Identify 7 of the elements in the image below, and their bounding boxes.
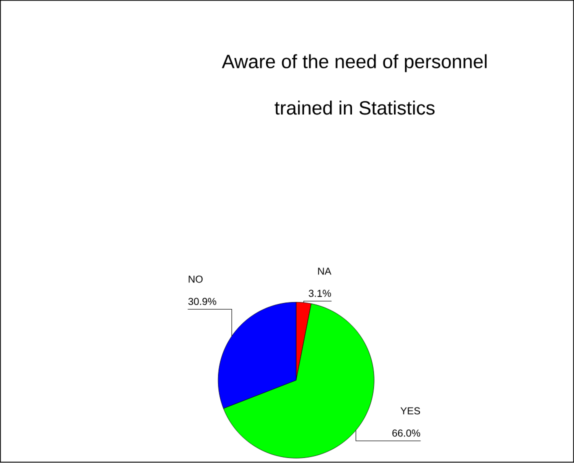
- slice-label: NO: [188, 276, 203, 283]
- data-label: 66.0%: [392, 430, 420, 437]
- chart-title: Aware of the need of personnel trained in Statistics: [222, 54, 487, 115]
- data-label: 3.1%: [308, 290, 332, 298]
- slice-label: NA: [318, 268, 332, 275]
- slice-label: YES: [400, 407, 420, 415]
- data-label: 30.9%: [188, 298, 216, 306]
